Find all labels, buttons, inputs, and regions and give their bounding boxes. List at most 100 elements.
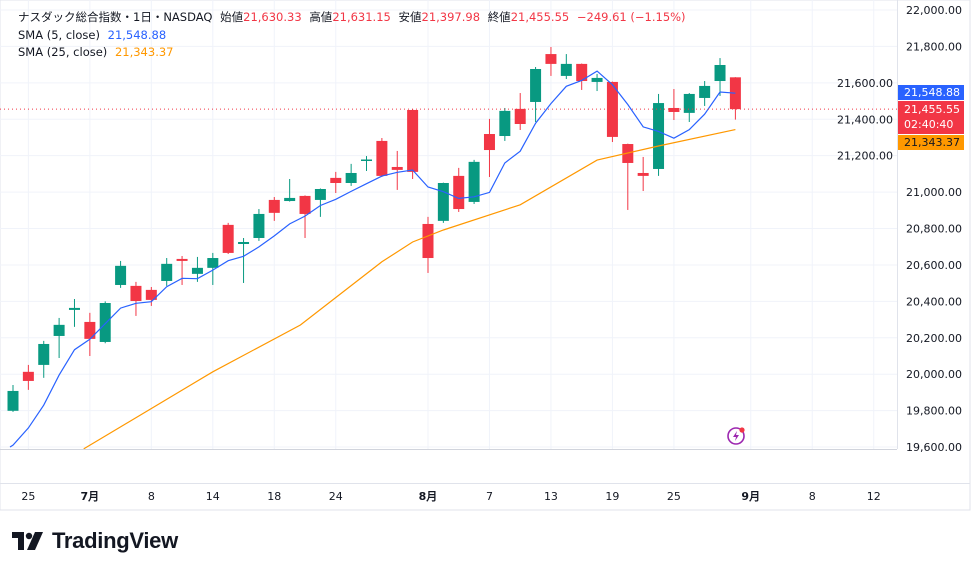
candle [483, 118, 495, 177]
candle [130, 281, 142, 316]
candle-body [499, 110, 511, 137]
candle [68, 298, 80, 327]
candle-body [545, 54, 557, 64]
candle [653, 93, 665, 176]
candle-body [207, 258, 219, 268]
candle [453, 167, 465, 212]
candle-body [145, 289, 157, 300]
candle-body [407, 109, 419, 172]
candle [176, 256, 188, 285]
candle [7, 384, 19, 412]
candle-body [714, 64, 726, 82]
sma25-line [83, 129, 736, 450]
candle [222, 222, 234, 255]
candle [330, 171, 342, 194]
price-tick-label: 21,400.00 [837, 113, 893, 126]
time-tick-label: 13 [544, 490, 558, 503]
candle [499, 107, 511, 141]
low-label: 安値 [398, 10, 422, 24]
candle [407, 109, 419, 179]
sma5-legend[interactable]: SMA (5, close) 21,548.88 [18, 28, 170, 42]
candle-body [560, 63, 572, 76]
change-value: −249.61 (−1.15%) [576, 10, 686, 24]
high-value: 21,631.15 [332, 10, 391, 24]
candle [191, 256, 203, 282]
candle-body [699, 85, 711, 98]
lightning-events-icon[interactable] [726, 426, 746, 446]
time-tick-label: 25 [667, 490, 681, 503]
candle-body [530, 69, 542, 102]
sma5-name: SMA (5, close) [18, 28, 100, 42]
candle [545, 46, 557, 76]
candle-body [668, 107, 680, 112]
candle [422, 216, 434, 273]
tradingview-wordmark: TradingView [52, 528, 178, 553]
ohlc-legend: ナスダック総合指数・1日・NASDAQ 始値21,630.33 高値21,631… [18, 9, 690, 25]
candle [361, 156, 373, 171]
candle-body [222, 224, 234, 253]
candle [161, 258, 173, 286]
price-tick-label: 22,000.00 [906, 4, 962, 17]
time-tick-label: 24 [329, 490, 343, 503]
price-tick-label: 21,000.00 [906, 186, 962, 199]
candle-body [314, 189, 326, 200]
candle-body [376, 140, 388, 176]
candle [591, 73, 603, 92]
sma25-legend[interactable]: SMA (25, close) 21,343.37 [18, 45, 177, 59]
time-axis[interactable]: 25 7月 8 14 18 24 8月 7 13 19 25 9月 8 12 [21, 490, 880, 503]
candle-body [468, 161, 480, 202]
price-axis[interactable]: 22,000.00 21,800.00 21,600.00 21,400.00 21,2… [837, 4, 962, 454]
candle [84, 312, 96, 356]
symbol-title[interactable]: ナスダック総合指数・1日・NASDAQ [18, 10, 213, 24]
price-tick-label: 21,600.00 [837, 77, 893, 90]
candle [314, 188, 326, 217]
last-price-value: 21,455.55 [904, 103, 960, 116]
price-tick-label: 21,200.00 [837, 150, 893, 163]
candle [345, 163, 357, 186]
sma25-price-label: 21,343.37 [898, 135, 964, 150]
candle [714, 58, 726, 96]
candle [284, 178, 296, 202]
candle-body [591, 77, 603, 82]
sma5-price-label: 21,548.88 [898, 85, 964, 100]
candle [53, 317, 65, 358]
candle [637, 156, 649, 192]
candle-body [576, 63, 588, 82]
price-tick-label: 20,800.00 [906, 223, 962, 236]
open-value: 21,630.33 [243, 10, 302, 24]
candle-body [84, 321, 96, 339]
candle [514, 93, 526, 131]
candle-body [514, 108, 526, 124]
candle-body [330, 177, 342, 183]
price-tick-label: 20,000.00 [906, 368, 962, 381]
price-tick-label: 20,400.00 [906, 295, 962, 308]
price-tick-label: 19,800.00 [906, 405, 962, 418]
time-tick-label: 8 [809, 490, 816, 503]
candle [115, 260, 127, 288]
candle [145, 286, 157, 306]
price-tick-label: 19,600.00 [906, 441, 962, 454]
price-tick-label: 20,200.00 [906, 332, 962, 345]
candle-body [22, 371, 34, 381]
tradingview-logo-icon [12, 532, 43, 550]
close-value: 21,455.55 [510, 10, 570, 24]
candle-body [161, 263, 173, 281]
candle [683, 93, 695, 122]
candle-body [653, 103, 665, 169]
candle [99, 301, 111, 344]
candlestick-series [7, 46, 741, 412]
candle-body [637, 172, 649, 176]
sma25-value: 21,343.37 [114, 45, 174, 59]
sma5-line [9, 70, 736, 448]
candle [668, 89, 680, 120]
time-tick-label: 8 [148, 490, 155, 503]
candle [391, 150, 403, 190]
candle [437, 182, 449, 223]
tradingview-logo[interactable]: TradingView [12, 528, 178, 554]
time-tick-label: 9月 [741, 490, 760, 503]
open-label: 始値 [220, 10, 244, 24]
sma25-name: SMA (25, close) [18, 45, 108, 59]
candle-body [437, 182, 449, 221]
time-tick-label: 7 [486, 490, 493, 503]
